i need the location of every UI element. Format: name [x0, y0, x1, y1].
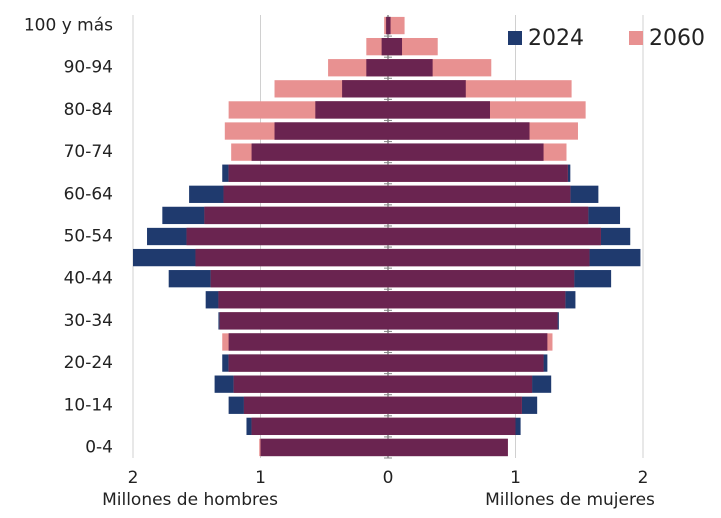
overlap — [251, 143, 388, 161]
legend-swatch — [508, 31, 522, 45]
overlap — [388, 312, 558, 330]
overlap — [243, 396, 388, 414]
overlap — [388, 375, 533, 393]
overlap — [388, 227, 601, 246]
overlap — [204, 206, 388, 225]
overlap — [388, 438, 508, 457]
overlap — [260, 438, 388, 457]
overlap — [315, 101, 388, 119]
overlap — [388, 354, 544, 372]
overlap — [388, 333, 548, 351]
overlap — [388, 417, 516, 436]
y-tick-label: 50-54 — [64, 227, 113, 247]
overlap — [274, 122, 388, 140]
y-tick-label: 80-84 — [64, 100, 113, 120]
overlap — [233, 375, 388, 393]
overlap — [342, 80, 388, 98]
x-tick-label: 1 — [255, 468, 266, 488]
overlap — [388, 59, 433, 77]
y-tick-label: 70-74 — [64, 142, 113, 162]
overlap — [228, 164, 388, 182]
overlap — [388, 291, 566, 309]
overlap — [218, 291, 388, 309]
y-tick-label: 100 y más — [24, 16, 113, 36]
overlap — [386, 16, 388, 35]
overlap — [388, 206, 589, 225]
y-tick-label: 10-14 — [64, 395, 113, 415]
overlap — [366, 59, 388, 77]
y-tick-label: 20-24 — [64, 353, 113, 373]
overlap — [388, 37, 403, 56]
overlap — [388, 122, 530, 140]
overlap — [219, 312, 388, 330]
y-tick-label: 40-44 — [64, 269, 113, 289]
legend-swatch — [629, 31, 643, 45]
x-tick-label: 2 — [638, 468, 649, 488]
y-tick-label: 60-64 — [64, 184, 113, 204]
overlap — [251, 417, 388, 436]
legend-label: 2060 — [649, 26, 705, 51]
overlap — [228, 333, 388, 351]
x-tick-label: 2 — [128, 468, 139, 488]
overlap — [388, 270, 575, 288]
overlap — [388, 396, 522, 414]
y-tick-label: 0-4 — [85, 437, 113, 457]
y-tick-label: 30-34 — [64, 311, 113, 331]
overlap — [388, 248, 590, 267]
overlap — [388, 143, 544, 161]
overlap — [228, 354, 388, 372]
legend-label: 2024 — [528, 26, 584, 51]
overlap — [388, 164, 568, 182]
overlap — [388, 80, 466, 98]
overlap — [210, 270, 388, 288]
x-axis-label-right: Millones de mujeres — [485, 490, 655, 510]
overlap — [388, 185, 571, 203]
overlap — [223, 185, 388, 203]
overlap — [195, 248, 388, 267]
overlap — [388, 16, 391, 35]
x-tick-label: 0 — [383, 468, 394, 488]
overlap — [186, 227, 388, 246]
overlap — [381, 37, 388, 56]
overlap — [388, 101, 490, 119]
bar — [388, 16, 405, 35]
x-tick-label: 1 — [510, 468, 521, 488]
x-axis-label-left: Millones de hombres — [102, 490, 278, 510]
y-tick-label: 90-94 — [64, 58, 113, 78]
